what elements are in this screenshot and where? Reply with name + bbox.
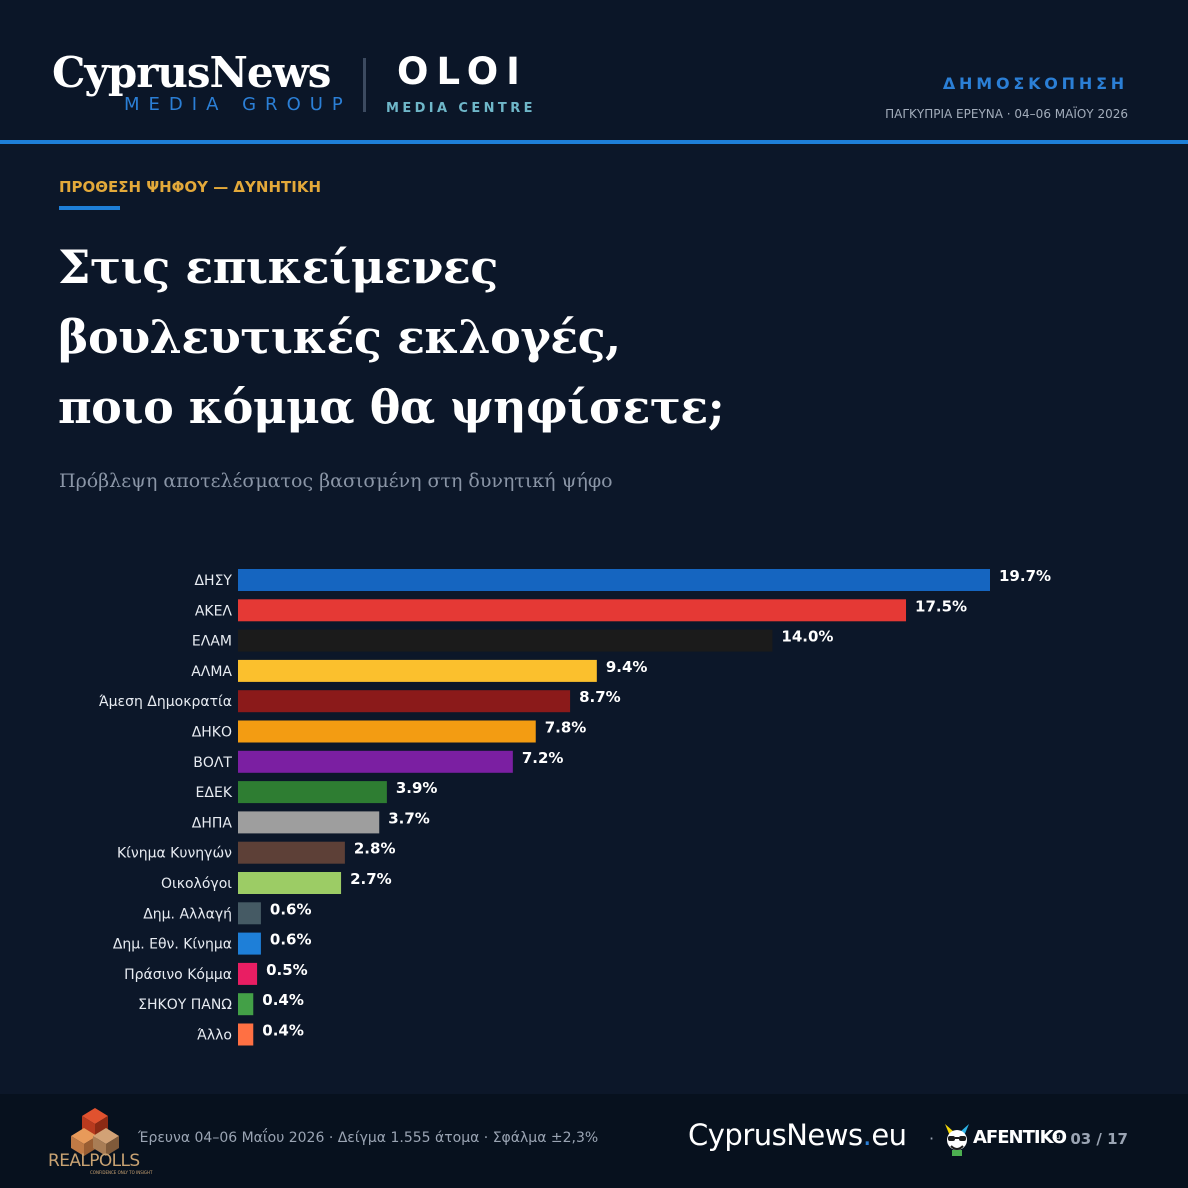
value-label: 0.6% [270, 900, 312, 918]
cyprusnews-eu-logo: CyprusNews.eu [688, 1118, 907, 1152]
header-survey-info: ΠΑΓΚΥΠΡΙΑ ΕΡΕΥΝΑ · 04–06 ΜΑΪΟΥ 2026 [885, 107, 1128, 121]
category-label: ΒΟΛΤ [193, 755, 232, 771]
header [0, 0, 1188, 140]
afentiko-mascot-icon [945, 1124, 969, 1156]
site-name: CyprusNews [688, 1118, 863, 1152]
value-label: 0.4% [262, 991, 304, 1009]
afentiko-wordmark: AFENTIKO [973, 1127, 1067, 1148]
value-label: 0.6% [270, 931, 312, 949]
eyebrow-label: ΠΡΟΘΕΣΗ ΨΗΦΟΥ — ΔΥΝΗΤΙΚΗ [59, 178, 321, 196]
bar [238, 1023, 254, 1046]
category-label: ΔΗΣΥ [194, 573, 232, 589]
value-label: 3.7% [388, 809, 430, 827]
vote-intention-bar-chart: ΔΗΣΥ 19.7% ΑΚΕΛ 17.5% ΕΛΑΜ 14.0% ΑΛΜΑ 9.4% Άμεση… [99, 567, 1051, 1046]
bar [238, 872, 342, 894]
bar [238, 902, 261, 925]
eyebrow-underline [59, 206, 120, 210]
value-label: 0.5% [266, 961, 308, 979]
bar [238, 569, 990, 591]
bar [238, 750, 513, 773]
page-title: Στις επικείμενες βουλευτικές εκλογές, πο… [58, 232, 958, 442]
page-title-line: Στις επικείμενες [58, 240, 498, 294]
header-rule [0, 140, 1188, 144]
cyprusnews-logo: CyprusNews MEDIA GROUP [52, 48, 343, 115]
footer [0, 1094, 1188, 1188]
page-title-line: βουλευτικές εκλογές, [58, 310, 621, 364]
category-label: Δημ. Αλλαγή [143, 906, 232, 922]
value-label: 9.4% [606, 658, 648, 676]
page-indicator: 03 / 17 [1070, 1130, 1128, 1148]
footer-separator: · [929, 1129, 935, 1148]
bar [238, 690, 571, 713]
category-label: Κίνημα Κυνηγών [117, 846, 232, 862]
bar [238, 811, 380, 834]
category-label: ΕΛΑΜ [192, 634, 232, 650]
value-label: 0.4% [262, 1022, 304, 1040]
category-label: Οικολόγοι [161, 876, 232, 892]
value-label: 3.9% [396, 779, 438, 797]
value-label: 14.0% [781, 628, 833, 646]
realpolls-cube-icon [71, 1108, 119, 1156]
category-label: ΔΗΠΑ [192, 815, 233, 831]
page-title-line: ποιο κόμμα θα ψηφίσετε; [58, 380, 725, 434]
category-label: ΔΗΚΟ [192, 725, 232, 741]
afentiko-suffix: εu [1052, 1133, 1061, 1141]
site-tld: eu [871, 1118, 907, 1152]
value-label: 19.7% [999, 567, 1051, 585]
realpolls-wordmark: REALPOLLS [48, 1151, 140, 1171]
bar [238, 659, 597, 682]
cyprusnews-logo-sub: MEDIA GROUP [124, 94, 352, 115]
value-label: 8.7% [579, 688, 621, 706]
realpolls-tagline: CONFIDENCE ONLY TO INSIGHT [90, 1170, 153, 1175]
category-label: ΕΔΕΚ [196, 785, 233, 801]
bar [238, 841, 345, 864]
site-dot: . [862, 1118, 872, 1152]
oloi-logo-sub: MEDIA CENTRE [386, 101, 536, 116]
category-label: Άμεση Δημοκρατία [99, 694, 232, 710]
category-label: ΑΛΜΑ [191, 664, 232, 680]
bar [238, 720, 536, 743]
bar [238, 993, 254, 1016]
footer-survey-meta: Έρευνα 04–06 Μαΐου 2026 · Δείγμα 1.555 ά… [138, 1130, 599, 1146]
category-label: Δημ. Εθν. Κίνημα [113, 937, 232, 953]
bar [238, 629, 773, 652]
category-label: Άλλο [197, 1028, 232, 1044]
header-kicker: ΔΗΜΟΣΚΟΠΗΣΗ [942, 74, 1128, 93]
bar [238, 962, 258, 985]
value-label: 7.2% [522, 749, 564, 767]
cyprusnews-logo-word: CyprusNews [52, 48, 331, 97]
logo-separator [363, 58, 366, 112]
category-label: ΣΗΚΟΥ ΠΑΝΩ [138, 997, 232, 1013]
bar [238, 599, 907, 622]
bar [238, 781, 387, 804]
page-subtitle: Πρόβλεψη αποτελέσματος βασισμένη στη δυν… [59, 470, 613, 492]
value-label: 2.7% [350, 870, 392, 888]
category-label: ΑΚΕΛ [195, 603, 233, 619]
bar [238, 932, 261, 955]
oloi-logo: OLOI [397, 50, 528, 93]
value-label: 17.5% [915, 597, 967, 615]
value-label: 2.8% [354, 840, 396, 858]
category-label: Πράσινο Κόμμα [124, 967, 232, 983]
value-label: 7.8% [545, 719, 587, 737]
